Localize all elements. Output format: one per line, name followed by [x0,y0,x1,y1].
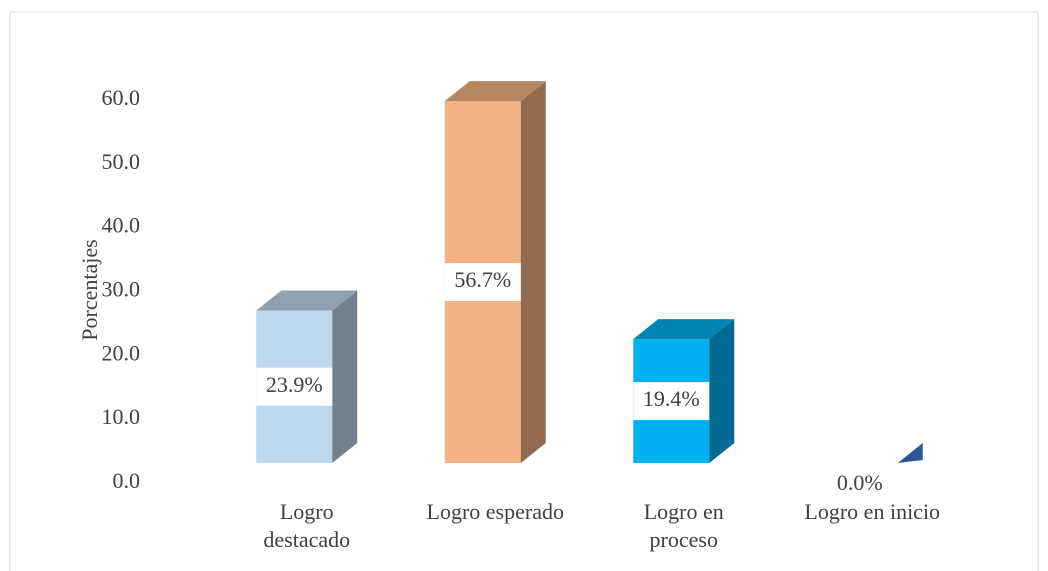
data-label-bg [633,382,710,421]
y-tick-label: 50.0 [102,149,141,174]
y-axis-title: Porcentajes [77,239,102,340]
y-tick-label: 30.0 [102,277,141,302]
bar [633,319,735,463]
y-tick-label: 20.0 [102,340,141,365]
x-tick-label: Logro en inicio [804,499,941,524]
data-label: 56.7% [454,267,511,292]
x-tick-label: Logro en proceso [643,499,724,552]
bar-side [709,319,735,463]
data-label: 0.0% [837,470,883,495]
bar-side [520,81,546,463]
bar [897,443,923,463]
data-label-bg [444,263,521,302]
bar-side [332,290,358,463]
y-tick-label: 0.0 [113,468,141,493]
data-label: 19.4% [643,386,700,411]
y-tick-label: 60.0 [102,85,141,110]
data-label-bg [256,367,333,406]
y-tick-label: 40.0 [102,213,141,238]
bar-top [256,290,358,311]
data-label: 23.9% [266,372,323,397]
bar-top [633,319,735,340]
y-tick-label: 10.0 [102,404,141,429]
bar-top [444,81,546,102]
x-tick-label: Logro esperado [426,499,564,524]
chart-border [9,11,1039,571]
x-tick-label: Logro destacado [263,499,351,552]
bar-top [897,443,923,463]
